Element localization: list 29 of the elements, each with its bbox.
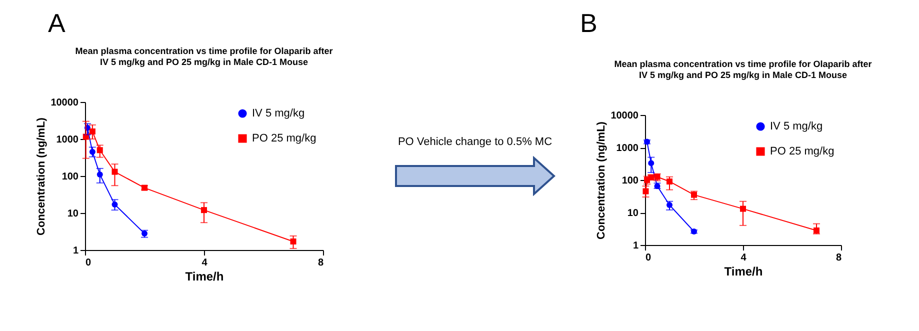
x-tick-label: 4 [202, 258, 208, 268]
y-tick-label: 10000 [50, 98, 79, 108]
x-tick-label: 8 [836, 252, 842, 264]
x-axis-title: Time/h [185, 270, 224, 284]
y-tick-label: 1000 [56, 134, 79, 146]
x-tick-label: 8 [318, 258, 324, 268]
legend-label: PO 25 mg/kg [770, 146, 834, 158]
chart-title: Mean plasma concentration vs time profile for Olaparib after IV 5 mg/kg and PO 25 mg/kg in Male CD-1 Mouse [614, 59, 872, 80]
chart-title: Mean plasma concentration vs time profile for Olaparib after IV 5 mg/kg and PO 25 mg/kg in Male CD-1 Mouse [75, 46, 334, 67]
x-tick-label: 0 [646, 252, 652, 264]
legend-label: PO 25 mg/kg [252, 132, 316, 144]
legend-label: IV 5 mg/kg [252, 108, 305, 120]
y-tick-label: 1 [632, 240, 639, 252]
y-tick-label: 100 [62, 172, 79, 182]
y-tick-label: 1 [72, 246, 79, 256]
text: A [48, 8, 66, 38]
x-tick-label: 4 [740, 252, 747, 264]
x-axis-title: Time/h [724, 264, 763, 278]
y-tick-label: 1000 [616, 143, 639, 154]
y-axis-title: Concentration (ng/mL) [36, 117, 48, 236]
text: PO Vehicle change to 0.5% MC [398, 136, 552, 148]
y-tick-label: 100 [622, 176, 639, 186]
y-tick-label: 10 [627, 208, 639, 219]
y-axis-title: Concentration (ng/mL) [596, 121, 608, 240]
y-tick-label: 10000 [610, 110, 639, 122]
y-tick-label: 10 [67, 208, 79, 220]
x-tick-label: 0 [86, 258, 92, 268]
legend-label: IV 5 mg/kg [770, 120, 823, 132]
text: B [580, 8, 598, 38]
